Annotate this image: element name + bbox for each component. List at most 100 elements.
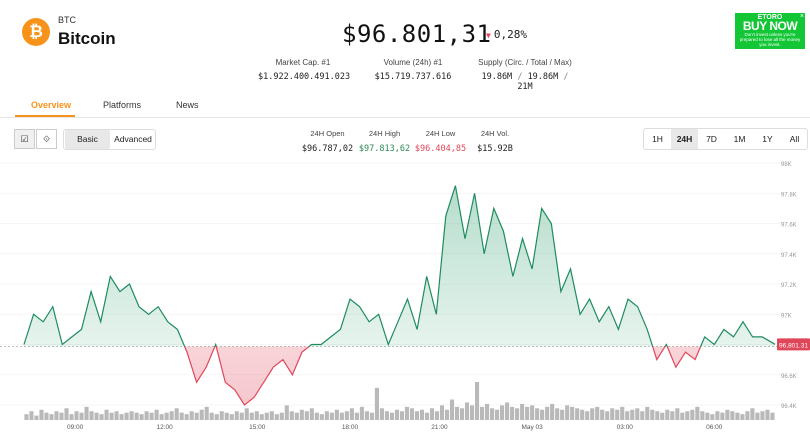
volume-bar — [354, 412, 359, 420]
section-tabs: Overview Platforms News — [0, 95, 810, 118]
volume-bar — [755, 412, 760, 420]
volume-bar — [339, 412, 344, 420]
volume-bar — [379, 408, 384, 420]
volume-bar — [214, 414, 219, 420]
basic-mode-button[interactable]: Basic — [65, 130, 110, 149]
volume-bar — [84, 406, 89, 420]
volume-bar — [459, 408, 465, 420]
range-1y-button[interactable]: 1Y — [762, 134, 773, 144]
range-1h-button[interactable]: 1H — [652, 134, 663, 144]
volume-bar — [129, 411, 134, 420]
range-1m-button[interactable]: 1M — [733, 134, 746, 144]
low-label: 24H Low — [425, 129, 456, 138]
volume-bar — [454, 406, 460, 420]
volume-bar — [660, 412, 665, 420]
etoro-ad-banner[interactable]: ETORO BUY NOW Don't invest unless you're… — [735, 13, 805, 49]
volume-bar — [620, 406, 625, 420]
x-tick-label: 03:00 — [617, 424, 634, 431]
volume-bar — [294, 412, 299, 420]
volume-bar — [179, 412, 184, 420]
volume-bar — [705, 412, 710, 420]
volume-bar — [99, 414, 104, 420]
volume-bar — [575, 408, 580, 420]
x-tick-label: 15:00 — [249, 424, 266, 431]
volume-bar — [24, 414, 29, 420]
volume-bar — [580, 409, 585, 420]
volume-bar — [274, 414, 279, 420]
bitcoin-logo-icon: ₿ — [22, 18, 50, 46]
volume-bar — [675, 408, 680, 420]
volume-bar — [404, 406, 410, 420]
volume-bar — [299, 409, 304, 420]
x-axis-ticks: 09:00 12:00 15:00 18:00 21:00 May 03 03:00 06:0… — [67, 424, 723, 431]
supply-value: 19.86M / 19.86M / 21M — [475, 72, 575, 92]
volume-bar — [429, 408, 435, 420]
ad-buy-now[interactable]: BUY NOW — [742, 19, 798, 33]
volume-bar — [199, 409, 204, 420]
volume-bar — [134, 412, 139, 420]
volume-bar — [249, 412, 254, 420]
volume-bar — [685, 411, 690, 420]
volume-label: Volume (24h) #1 — [383, 58, 443, 67]
ad-fine-print: Don't invest unless you're prepared to l… — [739, 32, 801, 47]
open-value: $96.787,02 — [301, 144, 354, 154]
volume-bar — [29, 411, 34, 420]
volume-bar — [640, 411, 645, 420]
volume-bar — [114, 411, 119, 420]
volume-bar — [239, 412, 244, 420]
volume-bar — [439, 405, 445, 420]
vol-value: $15.92B — [477, 144, 513, 154]
line-chart-toggle-icon[interactable]: ☑ — [14, 129, 35, 149]
coin-name: Bitcoin — [58, 29, 116, 48]
volume-bar — [485, 403, 490, 420]
volume-bar — [254, 411, 259, 420]
chart-gridlines — [0, 162, 785, 406]
volume-bar — [124, 412, 129, 420]
volume-bar — [329, 412, 334, 420]
tab-platforms[interactable]: Platforms — [103, 100, 142, 110]
volume-bar — [434, 411, 440, 420]
volume-bar — [595, 406, 600, 420]
volume-bar — [244, 408, 249, 420]
volume-bar — [720, 412, 725, 420]
ad-close-icon[interactable]: × — [799, 13, 804, 20]
time-range-selector: 1H 24H 7D 1M 1Y All — [643, 128, 808, 150]
price-change: ▼ 0,28% — [486, 28, 527, 41]
volume-bar — [495, 409, 500, 420]
area-above-open — [24, 185, 775, 347]
volume-bar — [615, 409, 620, 420]
x-tick-label: 09:00 — [67, 424, 84, 431]
volume-bar — [89, 411, 94, 420]
candle-chart-toggle-icon[interactable]: ⟐ — [36, 129, 57, 149]
price-change-value: 0,28% — [493, 28, 527, 41]
range-24h-button[interactable]: 24H — [671, 129, 698, 149]
tab-overview[interactable]: Overview — [31, 100, 72, 110]
volume-bar — [309, 408, 314, 420]
volume-bar — [490, 408, 495, 420]
volume-bar — [334, 409, 339, 420]
volume-bar — [715, 411, 720, 420]
volume-bar — [174, 408, 179, 420]
area-below-open — [24, 346, 775, 405]
range-7d-button[interactable]: 7D — [706, 134, 717, 144]
y-tick-label: 97.2K — [781, 283, 797, 289]
volume-bar — [414, 411, 420, 420]
y-tick-label: 98K — [781, 162, 792, 168]
volume-bar — [164, 412, 169, 420]
price-line-up — [23, 185, 776, 347]
price-chart[interactable]: 96.4K96.6K96.8K97K97.2K97.4K97.6K97.8K98… — [0, 155, 810, 434]
volume-bar — [625, 411, 630, 420]
volume-bar — [349, 408, 354, 420]
volume-bar — [219, 411, 224, 420]
open-stat: 24H Open $96.787,02 — [300, 129, 355, 154]
volume-bar — [515, 408, 520, 420]
y-tick-label: 97.6K — [781, 223, 797, 229]
volume-bar — [610, 408, 615, 420]
volume-bar — [234, 411, 239, 420]
advanced-mode-button[interactable]: Advanced — [114, 134, 152, 144]
range-all-button[interactable]: All — [789, 134, 800, 144]
volume-bar — [399, 411, 405, 420]
tab-news[interactable]: News — [176, 100, 199, 110]
supply-label: Supply (Circ. / Total / Max) — [478, 58, 572, 67]
x-tick-label: May 03 — [521, 424, 543, 431]
